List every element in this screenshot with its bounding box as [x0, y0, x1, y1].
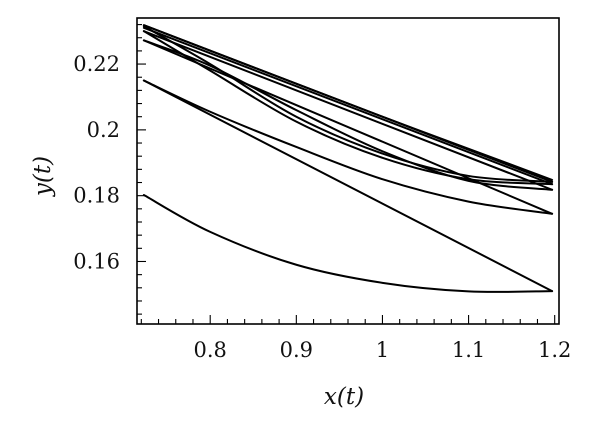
- curve-1: [142, 194, 554, 293]
- y-tick-label: 0.22: [73, 52, 120, 76]
- x-tick-label: 1.1: [452, 338, 485, 362]
- ticks-group: [137, 24, 556, 324]
- y-axis-label: y(t): [30, 156, 56, 197]
- x-tick-label: 1: [376, 338, 389, 362]
- y-tick-label: 0.18: [73, 184, 120, 208]
- curve-8: [142, 25, 554, 183]
- curve-2: [142, 79, 554, 293]
- curves-group: [142, 24, 554, 293]
- curve-10: [142, 26, 554, 186]
- curve-11: [142, 24, 554, 181]
- x-tick-label: 1.2: [538, 338, 571, 362]
- curve-3: [142, 79, 554, 215]
- curve-6: [142, 30, 554, 191]
- curve-4: [142, 39, 554, 215]
- tick-labels-group: 0.8 0.9 1 1.1 1.2 0.16 0.18 0.2 0.22: [73, 52, 571, 362]
- y-tick-label: 0.2: [87, 118, 120, 142]
- y-tick-label: 0.16: [73, 249, 120, 273]
- curve-5: [142, 39, 554, 191]
- x-axis-label: x(t): [324, 384, 364, 410]
- x-tick-label: 0.8: [194, 338, 227, 362]
- x-tick-label: 0.9: [280, 338, 313, 362]
- curve-7: [142, 30, 554, 186]
